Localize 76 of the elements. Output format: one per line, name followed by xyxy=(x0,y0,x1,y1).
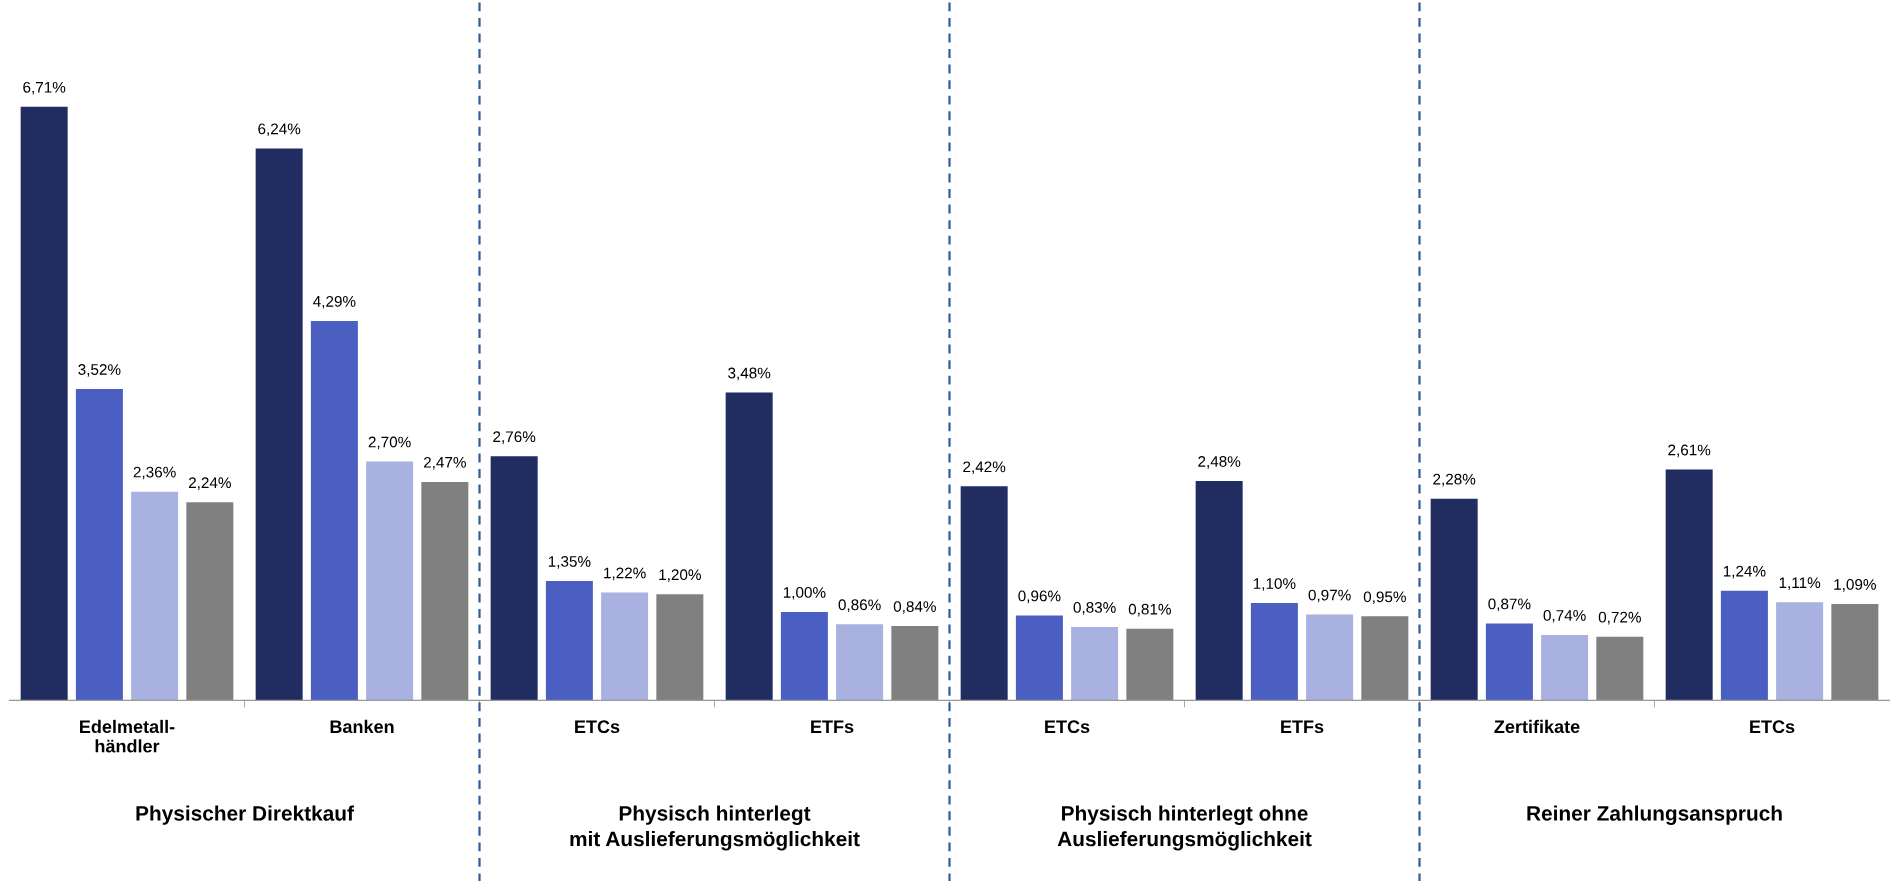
bar xyxy=(1831,603,1879,701)
data-label: 0,87% xyxy=(1488,598,1531,612)
bar xyxy=(601,592,649,701)
data-label: 1,20% xyxy=(659,569,701,582)
data-label: 0,83% xyxy=(1073,602,1116,615)
x-tick-label: Banken xyxy=(330,719,394,734)
x-tick-label: ETFs xyxy=(811,720,854,734)
x-tick-label: Edelmetall- händler xyxy=(80,719,175,753)
data-label: 2,47% xyxy=(423,456,466,470)
data-label: 1,22% xyxy=(604,567,646,581)
bar xyxy=(186,502,234,701)
bar xyxy=(1015,615,1063,701)
data-label: 6,24% xyxy=(258,123,301,137)
x-tick-label: ETCs xyxy=(575,720,620,734)
bar xyxy=(75,389,123,701)
bar xyxy=(1430,498,1478,701)
bar xyxy=(1776,602,1824,701)
bar xyxy=(1596,636,1644,701)
data-label: 0,81% xyxy=(1128,603,1171,617)
bar xyxy=(1306,614,1354,701)
bar xyxy=(891,626,939,701)
data-label: 1,10% xyxy=(1253,578,1296,591)
bar xyxy=(960,486,1008,701)
bar xyxy=(490,456,538,701)
data-label: 0,74% xyxy=(1543,609,1586,623)
x-tick-label: Zertifikate xyxy=(1494,719,1580,734)
data-label: 0,95% xyxy=(1363,591,1406,605)
x-tick-label: ETCs xyxy=(1750,720,1795,734)
data-label: 2,76% xyxy=(493,431,536,444)
data-label: 2,24% xyxy=(188,477,231,490)
data-label: 3,52% xyxy=(78,364,121,377)
bar xyxy=(255,148,303,701)
x-tick-label: ETFs xyxy=(1281,720,1324,734)
data-label: 1,00% xyxy=(783,586,826,600)
data-label: 1,35% xyxy=(548,556,591,569)
bar xyxy=(1250,603,1298,701)
bar xyxy=(1541,634,1589,701)
data-label: 1,11% xyxy=(1779,577,1821,590)
bar xyxy=(656,594,704,701)
data-label: 0,84% xyxy=(893,601,936,614)
bar xyxy=(421,481,469,701)
data-label: 0,86% xyxy=(838,599,881,612)
data-label: 0,97% xyxy=(1308,589,1351,603)
bar xyxy=(1071,626,1119,701)
bar xyxy=(1485,623,1533,701)
data-label: 1,09% xyxy=(1834,579,1876,592)
data-label: 2,48% xyxy=(1198,456,1241,469)
bar xyxy=(1361,616,1409,701)
data-label: 2,70% xyxy=(368,436,411,450)
text: Physischer Direktkauf xyxy=(136,805,354,825)
x-tick-label: ETCs xyxy=(1045,720,1090,734)
bar xyxy=(836,624,884,701)
bar xyxy=(1126,628,1174,701)
bar xyxy=(131,491,179,701)
data-label: 0,96% xyxy=(1018,590,1061,604)
data-label: 2,28% xyxy=(1433,473,1476,487)
text: Physisch hinterlegt ohne Auslieferungsmöglichkeit xyxy=(1057,805,1312,851)
data-label: 4,29% xyxy=(313,295,356,309)
bar xyxy=(310,320,358,701)
bar xyxy=(545,580,593,701)
data-label: 3,48% xyxy=(728,367,771,381)
bar xyxy=(1665,469,1713,701)
data-label: 2,36% xyxy=(133,466,176,480)
bar xyxy=(725,392,773,701)
bar xyxy=(780,611,828,701)
text: Reiner Zahlungsanspruch xyxy=(1527,805,1782,825)
data-label: 2,61% xyxy=(1668,444,1711,458)
bar xyxy=(366,461,414,701)
bar xyxy=(1195,481,1243,701)
data-label: 0,72% xyxy=(1598,611,1641,625)
data-label: 2,42% xyxy=(963,461,1006,474)
text: Physisch hinterlegt mit Auslieferungsmöglichkeit xyxy=(570,805,860,851)
bar xyxy=(20,106,68,701)
data-label: 6,71% xyxy=(23,81,66,95)
bar xyxy=(1720,590,1768,701)
data-label: 1,24% xyxy=(1723,565,1766,579)
